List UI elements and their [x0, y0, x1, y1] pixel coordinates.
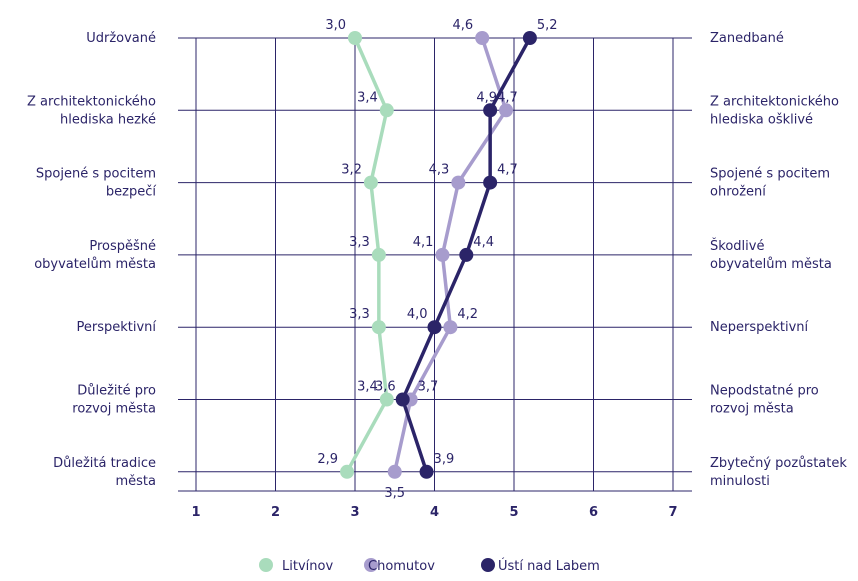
left-row-label: Udržované [86, 31, 156, 46]
data-point [363, 175, 378, 190]
data-label: 3,0 [325, 18, 346, 33]
x-tick-label: 7 [668, 505, 677, 520]
x-tick-label: 5 [509, 505, 518, 520]
right-row-label: Spojené s pocitem [710, 167, 830, 182]
data-label: 3,3 [349, 307, 370, 322]
data-point [348, 31, 362, 45]
x-tick-label: 6 [589, 505, 598, 520]
data-point [459, 247, 474, 262]
x-tick-label: 3 [350, 505, 359, 520]
data-label: 4,9 [476, 90, 497, 105]
right-row-label: minulosti [710, 474, 770, 489]
left-row-label: Důležité pro [77, 384, 156, 399]
legend-label: Chomutov [368, 559, 435, 574]
left-row-label: Z architektonického [27, 94, 156, 109]
data-label: 4,2 [457, 307, 478, 322]
data-label: 3,2 [341, 163, 362, 178]
right-row-label: Zbytečný pozůstatek [710, 456, 847, 471]
left-row-label: Spojené s pocitem [36, 167, 156, 182]
data-point [379, 392, 394, 407]
data-label: 3,6 [375, 380, 396, 395]
data-point [475, 31, 490, 45]
legend-label: Litvínov [282, 559, 333, 574]
legend-marker [481, 558, 495, 572]
data-point [483, 175, 498, 190]
data-point [443, 320, 458, 335]
data-point [395, 392, 410, 407]
x-tick-label: 4 [430, 505, 439, 520]
left-row-label: bezpečí [106, 185, 156, 200]
left-row-label: Perspektivní [76, 320, 156, 335]
left-row-label: Prospěšné [89, 239, 156, 254]
right-row-label: Nepodstatné pro [710, 384, 819, 399]
legend-label: Ústí nad Labem [498, 558, 600, 574]
right-row-label: ohrožení [710, 185, 766, 200]
data-point [419, 464, 434, 479]
data-point [451, 175, 466, 190]
data-point [387, 464, 402, 479]
left-row-label: rozvoj města [72, 402, 156, 417]
data-label: 3,7 [418, 380, 439, 395]
data-label: 4,7 [497, 163, 518, 178]
right-row-label: Zanedbané [710, 31, 784, 46]
legend-marker [364, 558, 378, 572]
right-row-label: Neperspektivní [710, 320, 809, 335]
legend-marker [259, 558, 273, 572]
x-tick-label: 2 [271, 505, 280, 520]
left-row-label: Důležitá tradice [53, 456, 156, 471]
data-label: 4,0 [407, 307, 428, 322]
left-row-label: obyvatelům města [34, 257, 156, 272]
data-point [340, 464, 355, 479]
data-point [371, 247, 386, 262]
data-label: 4,3 [429, 163, 450, 178]
data-point [379, 103, 394, 118]
data-label: 3,4 [357, 90, 378, 105]
data-label: 4,7 [497, 90, 518, 105]
data-label: 4,1 [413, 235, 434, 250]
data-point [371, 320, 386, 335]
data-label: 3,3 [349, 235, 370, 250]
data-label: 4,4 [473, 235, 494, 250]
data-point [435, 247, 450, 262]
data-label: 4,6 [453, 18, 474, 33]
x-tick-label: 1 [191, 505, 200, 520]
data-label: 3,5 [384, 486, 405, 501]
data-point [483, 103, 498, 118]
left-row-label: města [116, 474, 157, 489]
right-row-label: obyvatelům města [710, 257, 832, 272]
data-label: 2,9 [317, 452, 338, 467]
left-row-label: hlediska hezké [60, 112, 156, 127]
data-label: 5,2 [537, 18, 558, 33]
data-point [522, 31, 537, 45]
data-label: 3,4 [357, 380, 378, 395]
data-point [499, 103, 514, 118]
right-row-label: rozvoj města [710, 402, 794, 417]
right-row-label: Škodlivé [710, 238, 764, 254]
data-point [427, 320, 442, 335]
right-row-label: Z architektonického [710, 94, 839, 109]
right-row-label: hlediska ošklivé [710, 112, 813, 127]
data-label: 3,9 [434, 452, 455, 467]
